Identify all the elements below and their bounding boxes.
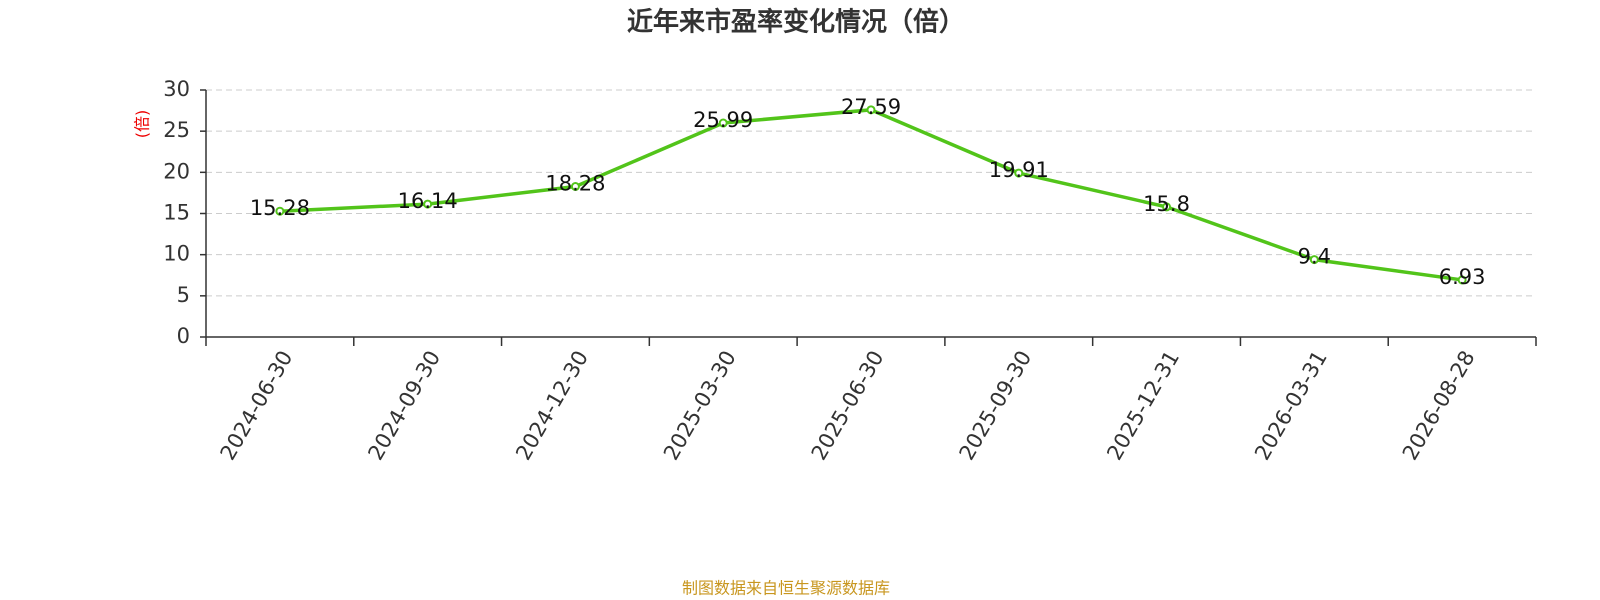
data-label: 25.99 <box>693 108 753 132</box>
y-tick-label: 30 <box>163 77 190 101</box>
x-tick-label: 2025-12-31 <box>1102 347 1184 465</box>
data-label: 18.28 <box>545 171 605 195</box>
x-tick-label: 2026-03-31 <box>1250 347 1332 465</box>
point <box>866 105 876 115</box>
data-label: 19.91 <box>989 158 1049 182</box>
point <box>718 118 728 128</box>
x-tick-label: 2025-03-30 <box>659 347 741 465</box>
y-tick-label: 0 <box>177 324 190 348</box>
point <box>1014 168 1024 178</box>
y-tick-label: 5 <box>177 283 190 307</box>
x-tick-label: 2024-09-30 <box>363 347 445 465</box>
data-label: 27.59 <box>841 95 901 119</box>
data-label: 15.8 <box>1143 192 1190 216</box>
y-axis-label: (倍) <box>133 110 152 139</box>
x-tick-label: 2026-08-28 <box>1398 347 1480 465</box>
y-tick-label: 25 <box>163 118 190 142</box>
point <box>275 206 285 216</box>
data-label: 15.28 <box>250 196 310 220</box>
x-tick-label: 2024-12-30 <box>511 347 593 465</box>
chart-title: 近年来市盈率变化情况（倍） <box>627 7 965 38</box>
y-tick-label: 10 <box>163 242 190 266</box>
y-tick-label: 20 <box>163 159 190 183</box>
data-label: 9.4 <box>1298 245 1331 269</box>
point <box>423 199 433 209</box>
y-tick-label: 15 <box>163 201 190 225</box>
point <box>570 181 580 191</box>
x-tick-label: 2024-06-30 <box>216 347 298 465</box>
x-tick-label: 2025-09-30 <box>954 347 1036 465</box>
point <box>1457 275 1467 285</box>
point <box>1162 202 1172 212</box>
data-label: 16.14 <box>398 189 458 213</box>
point <box>1309 255 1319 265</box>
data-label: 6.93 <box>1439 265 1486 289</box>
source-note: 制图数据来自恒生聚源数据库 <box>682 579 890 598</box>
x-tick-label: 2025-06-30 <box>807 347 889 465</box>
